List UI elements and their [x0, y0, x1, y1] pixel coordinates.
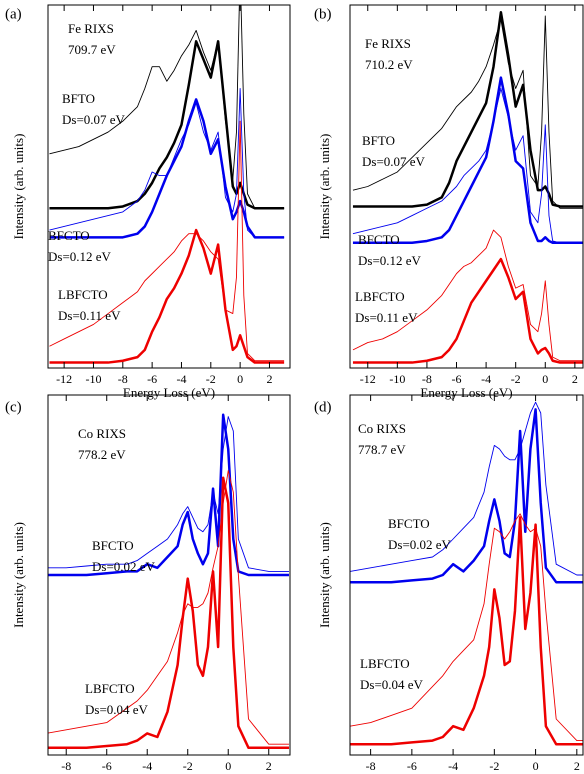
sample-note: Ds=0.02 eV — [92, 559, 156, 574]
x-tick-label: -6 — [147, 372, 157, 386]
annotation: Fe RIXS — [365, 36, 411, 51]
x-axis-label: Energy Loss (eV) — [420, 385, 512, 400]
y-axis-label: Intensity (arb. units) — [11, 134, 26, 240]
spectrum-line — [350, 516, 583, 746]
x-tick-label: 0 — [237, 372, 243, 386]
spectrum-line — [350, 401, 583, 576]
annotation: 710.2 eV — [365, 57, 413, 72]
sample-name: LBFCTO — [85, 681, 135, 696]
x-tick-label: -4 — [176, 372, 186, 386]
annotation: Co RIXS — [358, 421, 406, 436]
x-tick-label: 2 — [266, 372, 272, 386]
sample-note: Ds=0.07 eV — [362, 154, 426, 169]
sample-note: Ds=0.02 eV — [388, 537, 452, 552]
x-tick-label: -10 — [389, 372, 405, 386]
y-axis-label: Intensity (arb. units) — [317, 134, 332, 240]
plot — [352, 11, 583, 364]
sample-name: BFCTO — [92, 538, 134, 553]
sample-note: Ds=0.04 eV — [360, 677, 424, 692]
spectrum-line — [350, 513, 583, 742]
plot-frame — [47, 4, 291, 369]
x-tick-label: -2 — [489, 759, 499, 773]
sample-name: BFCTO — [358, 232, 400, 247]
x-tick-label: -2 — [206, 372, 216, 386]
spectrum-line — [49, 228, 285, 364]
x-tick-label: -4 — [142, 759, 152, 773]
spectrum-line — [350, 408, 583, 584]
sample-note: Ds=0.12 eV — [358, 253, 422, 268]
panel-label: (b) — [314, 6, 332, 22]
plot — [49, 5, 285, 364]
x-tick-label: -12 — [360, 372, 376, 386]
x-tick-label: -6 — [407, 759, 417, 773]
y-axis-label: Intensity (arb. units) — [317, 522, 332, 628]
spectrum-line — [352, 15, 583, 209]
spectrum-line — [49, 120, 285, 362]
x-tick-label: 0 — [542, 372, 548, 386]
spectrum-line — [49, 98, 285, 239]
spectrum-line — [48, 416, 289, 572]
spectrum-line — [49, 88, 285, 238]
spectrum-line — [352, 229, 583, 362]
sample-note: Ds=0.11 eV — [58, 308, 121, 323]
spectrum-line — [49, 5, 285, 209]
x-tick-label: -10 — [85, 372, 101, 386]
x-tick-label: -4 — [481, 372, 491, 386]
x-tick-label: -6 — [452, 372, 462, 386]
sample-name: BFCTO — [48, 228, 90, 243]
spectrum-line — [49, 40, 285, 210]
x-tick-label: 0 — [225, 759, 231, 773]
plot-frame — [47, 394, 291, 756]
spectrum-line — [48, 476, 289, 750]
sample-note: Ds=0.04 eV — [85, 702, 149, 717]
x-axis-label: Energy Loss (eV) — [123, 385, 215, 400]
annotation: Co RIXS — [78, 426, 126, 441]
spectrum-line — [352, 76, 583, 245]
y-axis-label: Intensity (arb. units) — [11, 522, 26, 628]
x-tick-label: 0 — [533, 759, 539, 773]
x-tick-label: -6 — [102, 759, 112, 773]
x-tick-label: -8 — [422, 372, 432, 386]
sample-name: BFTO — [362, 133, 395, 148]
x-tick-label: -12 — [56, 372, 72, 386]
sample-name: BFTO — [62, 91, 95, 106]
x-tick-label: -4 — [448, 759, 458, 773]
sample-note: Ds=0.12 eV — [48, 249, 112, 264]
x-tick-label: 2 — [266, 759, 272, 773]
panel-label: (d) — [314, 399, 332, 415]
annotation: 778.7 eV — [358, 442, 406, 457]
x-tick-label: -8 — [118, 372, 128, 386]
plot — [48, 413, 289, 750]
x-tick-label: -2 — [183, 759, 193, 773]
sample-name: LBFCTO — [360, 656, 410, 671]
plot-frame — [349, 4, 584, 369]
sample-name: LBFCTO — [58, 287, 108, 302]
spectrum-line — [48, 413, 289, 577]
sample-name: BFCTO — [388, 516, 430, 531]
plot — [350, 401, 583, 746]
annotation: 709.7 eV — [68, 42, 116, 57]
x-tick-label: -2 — [511, 372, 521, 386]
x-axis-label: Energy Loss (eV) — [420, 772, 512, 774]
x-tick-label: -8 — [61, 759, 71, 773]
spectrum-line — [352, 257, 583, 364]
x-tick-label: 2 — [572, 372, 578, 386]
sample-name: LBFCTO — [355, 289, 405, 304]
annotation: 778.2 eV — [78, 447, 126, 462]
annotation: Fe RIXS — [68, 21, 114, 36]
panel-label: (c) — [5, 399, 22, 415]
x-tick-label: -8 — [366, 759, 376, 773]
sample-note: Ds=0.07 eV — [62, 112, 126, 127]
x-tick-label: 2 — [574, 759, 580, 773]
panel-label: (a) — [5, 6, 22, 22]
plot-frame — [349, 394, 584, 756]
sample-note: Ds=0.11 eV — [355, 310, 418, 325]
x-axis-label: Energy Loss (eV) — [123, 772, 215, 774]
spectrum-line — [48, 470, 289, 745]
